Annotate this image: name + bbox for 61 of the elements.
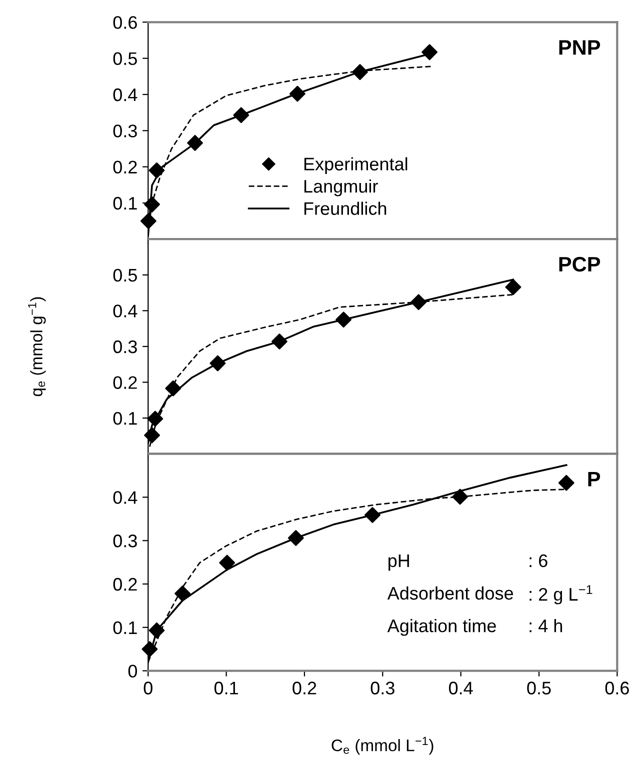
point	[165, 380, 182, 396]
legend-label: Experimental	[304, 157, 408, 174]
annotation: PNP	[559, 40, 600, 55]
point	[219, 554, 236, 571]
y-tick-label: 0.2	[113, 578, 137, 591]
legend-label: Langmuir	[304, 179, 378, 196]
y-tick-label: 0.1	[113, 621, 137, 634]
y-tick-label: 0.2	[113, 160, 137, 174]
annotation: : 2 g L$^{−1}$	[530, 585, 592, 604]
annotation: PCP	[559, 256, 600, 272]
point	[410, 294, 427, 310]
point	[144, 196, 160, 212]
point	[144, 427, 160, 444]
y-tick-label: 0.4	[113, 88, 138, 102]
point	[174, 586, 190, 602]
y-tick-label: 0.5	[113, 268, 137, 282]
x-tick-label: 0.5	[527, 682, 551, 694]
y-tick-label: 0.4	[113, 304, 138, 318]
y-tick-label: 0.5	[113, 52, 137, 66]
y-axis-title: q$_{e}$ (mmol g$^{−1}$)	[28, 297, 46, 396]
y-tick-label: 0.3	[113, 534, 137, 548]
point	[148, 162, 165, 178]
point	[233, 107, 250, 124]
x-tick-label: 0.1	[214, 682, 238, 694]
y-tick-label: 0.4	[113, 491, 138, 504]
y-tick-label: 0.6	[113, 16, 137, 29]
point	[289, 86, 306, 102]
annotation: Agitation time	[387, 618, 496, 636]
x-tick-label: 0.6	[605, 682, 629, 694]
y-tick-label: 0.2	[113, 376, 137, 389]
point	[452, 488, 468, 505]
point	[271, 333, 288, 350]
y-tick-label: 0.3	[113, 124, 137, 138]
x-tick-label: 0.3	[370, 682, 394, 694]
annotation: P	[588, 472, 600, 486]
annotation: : 4 h	[530, 618, 562, 632]
point	[422, 44, 438, 60]
point	[147, 410, 164, 427]
y-tick-label: 0.3	[113, 340, 137, 354]
annotation: pH	[388, 554, 409, 571]
point	[288, 530, 304, 546]
point	[352, 64, 368, 80]
y-tick-label: 0.1	[113, 196, 137, 210]
annotation: : 6	[530, 554, 548, 568]
x-tick-label: 0.4	[448, 682, 473, 694]
point	[364, 507, 380, 523]
point	[187, 134, 204, 151]
y-tick-label: 0.1	[113, 412, 137, 425]
x-axis-title: C$_{e}$ (mmol L$^{−1}$)	[332, 736, 434, 755]
y-tick-label: 0	[128, 664, 137, 678]
point	[142, 641, 158, 658]
legend-label: Freundlich	[304, 202, 386, 215]
point	[210, 355, 226, 372]
point	[140, 213, 156, 230]
x-tick-label: 0.2	[292, 682, 316, 694]
x-tick-label: 0	[144, 682, 152, 694]
point	[505, 279, 522, 296]
annotation: Adsorbent dose	[387, 586, 514, 600]
point	[336, 312, 352, 328]
point	[148, 622, 165, 638]
point	[558, 474, 574, 491]
